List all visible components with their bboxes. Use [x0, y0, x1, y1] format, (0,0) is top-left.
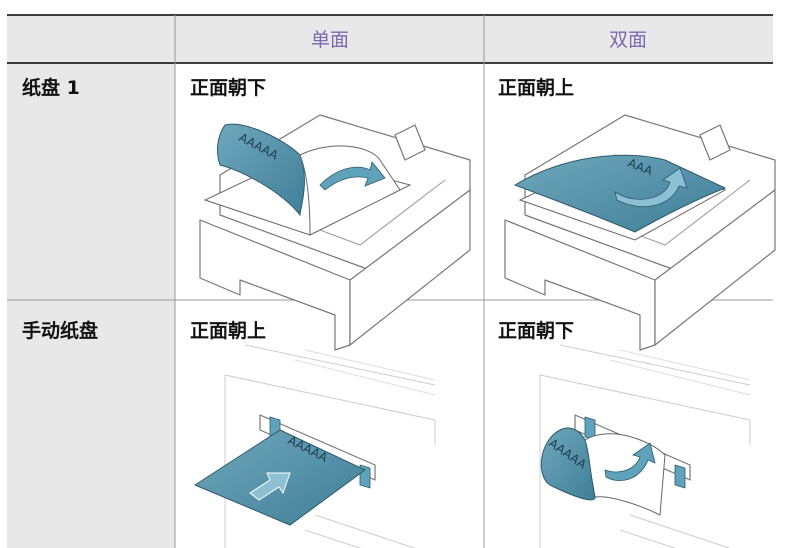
printer-outline	[304, 514, 416, 548]
label-column-background	[7, 63, 175, 548]
header-background	[7, 15, 773, 63]
arrow	[319, 161, 386, 191]
printer-outline	[294, 349, 436, 396]
tray-guide	[394, 124, 426, 161]
tray-illustration: AAAAA	[199, 114, 471, 351]
row-label: 纸盘 1	[22, 76, 80, 99]
column-header: 双面	[609, 29, 647, 51]
printer-outline	[619, 514, 731, 548]
manual-feed-illustration: AAAAA	[193, 344, 436, 548]
column-header: 单面	[311, 29, 349, 51]
arrow	[604, 442, 656, 481]
tray-guide	[699, 124, 731, 161]
arrow	[614, 167, 688, 207]
paper-sheet	[540, 427, 596, 501]
row-label: 手动纸盘	[22, 319, 98, 342]
printer-outline	[539, 344, 751, 548]
printer-outline	[609, 349, 751, 396]
paper-sheet	[217, 123, 305, 217]
cell-text: 正面朝下	[190, 77, 266, 99]
tray-side	[654, 189, 776, 346]
manual-feed-illustration: AAAAA	[539, 344, 751, 548]
cell-text: 正面朝上	[190, 320, 266, 342]
arrow	[249, 472, 291, 501]
cell-text: 正面朝上	[498, 77, 574, 99]
printer-outline	[224, 344, 436, 548]
tray-illustration: AAA	[504, 114, 776, 351]
tray-side	[349, 189, 471, 346]
cell-text: 正面朝下	[498, 320, 574, 342]
